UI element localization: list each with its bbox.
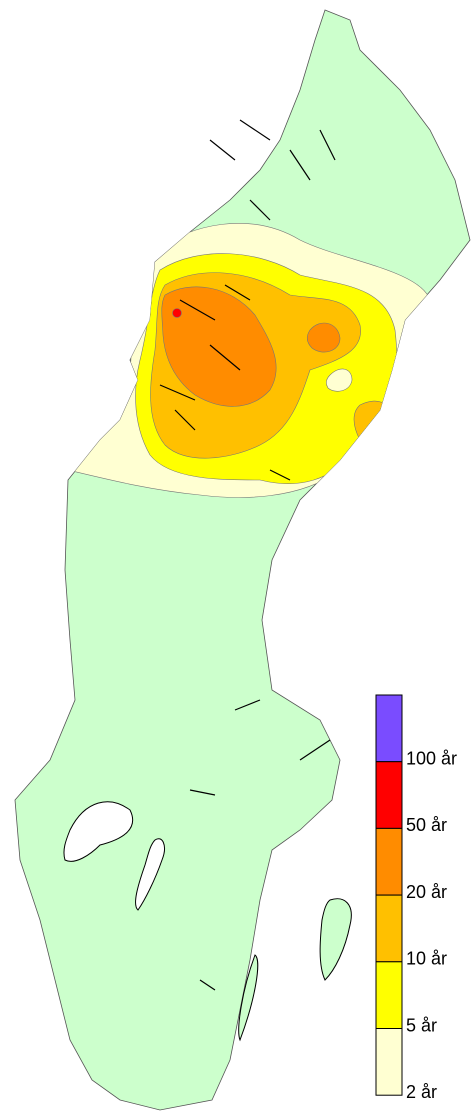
island-oland xyxy=(238,954,259,1042)
lakes xyxy=(63,801,165,911)
legend-label: 2 år xyxy=(406,1082,437,1102)
legend-swatch xyxy=(375,961,403,1029)
legend-label: 5 år xyxy=(406,1015,437,1035)
legend-label: 20 år xyxy=(406,882,447,902)
legend-swatch xyxy=(375,1028,403,1096)
zones xyxy=(67,223,431,498)
zone-20yr-small xyxy=(306,322,341,353)
legend-swatch xyxy=(375,894,403,963)
legend-label: 10 år xyxy=(406,949,447,969)
lake-vattern xyxy=(135,838,165,911)
zone-2yr-island xyxy=(325,368,353,392)
zone-50yr xyxy=(172,308,182,318)
legend-label: 100 år xyxy=(406,748,457,768)
legend-swatch xyxy=(375,761,403,829)
zone-10yr-east xyxy=(353,400,393,446)
zone-20yr xyxy=(161,286,277,407)
rivers-lakes xyxy=(159,119,336,991)
lake-vanern xyxy=(63,801,134,862)
legend-swatch xyxy=(375,694,403,763)
legend-swatch xyxy=(375,827,403,896)
island-gotland xyxy=(319,898,352,981)
legend-label: 50 år xyxy=(406,815,447,835)
legend: 100 år 50 år 20 år 10 år 5 år 2 år xyxy=(375,694,457,1102)
